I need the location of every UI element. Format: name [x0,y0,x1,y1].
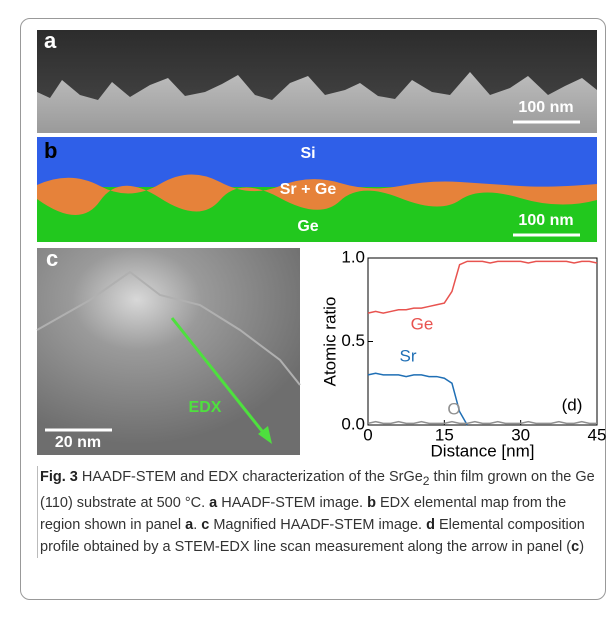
series-label: Sr [400,346,417,365]
image-c [37,248,300,455]
x-tick-label: 45 [588,425,607,444]
caption-text: ) [579,539,584,555]
y-tick-label: 1.0 [341,247,365,266]
caption-text: c [571,539,579,555]
caption-text: Magnified HAADF-STEM image. [209,517,426,533]
region-label: Si [300,145,315,162]
region-label: Sr + Ge [280,181,337,198]
caption: Fig. 3 HAADF-STEM and EDX characterizati… [37,466,602,558]
annotation: (d) [562,395,583,414]
series-line [368,422,597,424]
scale-bar-label: 100 nm [518,212,573,229]
panel-label: c [46,246,58,271]
y-tick-label: 0.0 [341,414,365,433]
scale-bar-label: 100 nm [518,99,573,116]
series-label: Ge [411,314,434,333]
caption-text: d [426,517,435,533]
x-axis-label: Distance [nm] [431,441,535,460]
series-line [368,261,597,313]
panel-label: b [44,138,57,163]
caption-text: 2 [423,474,430,488]
caption-text: HAADF-STEM and EDX characterization of t… [78,469,423,485]
series-label: O [447,399,460,418]
x-tick-label: 0 [363,425,372,444]
scale-bar-label: 20 nm [55,434,101,451]
arrow-label: EDX [189,399,222,416]
y-axis-label: Atomic ratio [320,297,339,387]
page: a 100 nm b Si Sr + Ge Ge 100 nm c EDX 20… [0,0,616,622]
y-tick-label: 0.5 [341,331,365,350]
caption-text: b [367,495,376,511]
panel-label: a [44,28,57,53]
caption-text: HAADF-STEM image. [217,495,367,511]
figure: a 100 nm b Si Sr + Ge Ge 100 nm c EDX 20… [0,0,616,466]
caption-text: a [185,517,193,533]
region-label: Ge [297,218,318,235]
caption-text: Fig. 3 [40,469,78,485]
